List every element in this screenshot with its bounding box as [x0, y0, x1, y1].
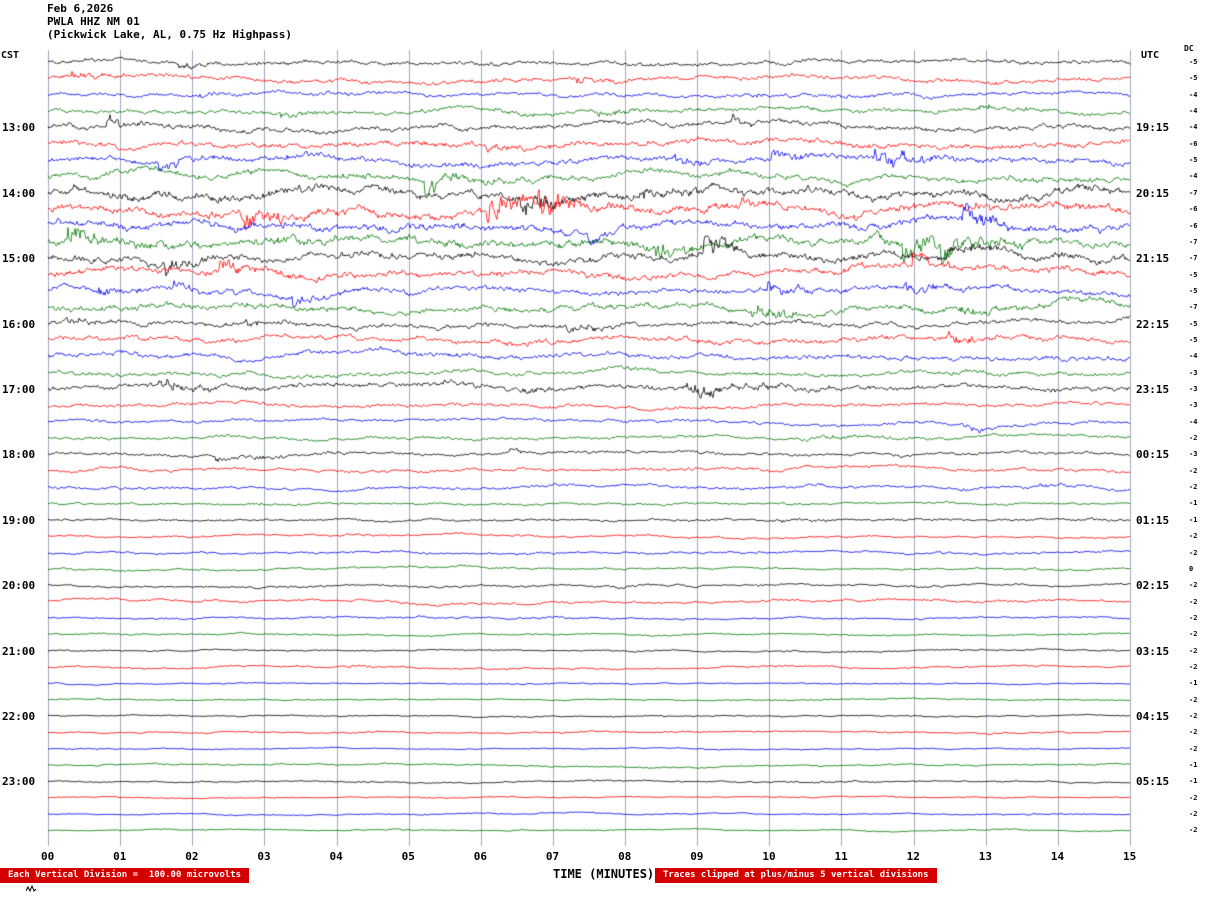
- header-description: (Pickwick Lake, AL, 0.75 Hz Highpass): [47, 28, 293, 41]
- header-station: PWLA HHZ NM 01: [47, 15, 140, 28]
- scale-note: Each Vertical Division = 100.00 microvol…: [0, 868, 249, 883]
- dc-column-label: DC: [1184, 44, 1194, 53]
- right-timezone-label: UTC: [1141, 50, 1160, 61]
- footer: Each Vertical Division = 100.00 microvol…: [0, 866, 1210, 886]
- clip-note: Traces clipped at plus/minus 5 vertical …: [655, 868, 937, 883]
- header: Feb 6,2026 PWLA HHZ NM 01 (Pickwick Lake…: [47, 2, 292, 41]
- x-axis-title: TIME (MINUTES): [553, 867, 655, 881]
- header-date: Feb 6,2026: [47, 2, 114, 15]
- left-timezone-label: CST: [1, 50, 20, 61]
- tiny-trace-mark-icon: [25, 878, 37, 897]
